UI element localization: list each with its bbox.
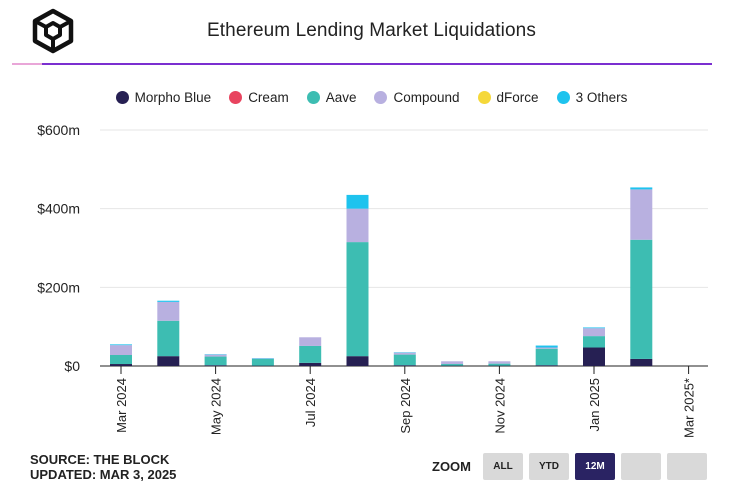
legend-label: Aave: [325, 90, 357, 105]
legend-item-aave[interactable]: Aave: [306, 90, 357, 105]
zoom-all-button[interactable]: ALL: [483, 453, 523, 480]
legend-dot-icon: [115, 91, 129, 104]
zoom-12m-button[interactable]: 12M: [575, 453, 615, 480]
zoom-label: ZOOM: [432, 459, 471, 474]
bar-segment: [346, 242, 369, 357]
y-tick-label: $600m: [37, 122, 80, 138]
x-tick-label: Mar 2025*: [682, 378, 697, 438]
x-tick-label: Sep 2024: [398, 378, 413, 434]
bar-segment: [583, 327, 605, 329]
bar-segment: [393, 365, 416, 366]
legend-label: Compound: [393, 90, 460, 105]
y-tick-label: $0: [64, 358, 80, 374]
bar-segment: [157, 320, 180, 357]
bar-segment: [346, 208, 369, 243]
chart-footer: SOURCE: THE BLOCK UPDATED: MAR 3, 2025: [30, 452, 176, 482]
chart-title: Ethereum Lending Market Liquidations: [207, 20, 536, 41]
bar-segment: [535, 365, 558, 366]
legend-item-dforce[interactable]: dForce: [477, 90, 539, 105]
bar-segment: [204, 365, 227, 366]
source-text: SOURCE: THE BLOCK: [30, 452, 170, 467]
x-tick-label: Jul 2024: [303, 378, 318, 427]
the-block-logo-icon: [32, 8, 74, 54]
bar-segment: [110, 344, 132, 346]
chart-header: Ethereum Lending Market Liquidations: [0, 0, 743, 66]
bar-segment: [204, 356, 227, 366]
bar-segment: [157, 301, 180, 321]
bar-segment: [299, 362, 322, 366]
updated-text: UPDATED: MAR 3, 2025: [30, 467, 177, 482]
bar-segment: [251, 358, 274, 366]
legend-dot-icon: [556, 91, 570, 104]
x-tick-label: Nov 2024: [492, 378, 507, 434]
bar-segment: [441, 361, 464, 365]
bar-segment: [630, 187, 653, 190]
x-tick-label: Jan 2025: [587, 378, 602, 432]
bar-segment: [583, 328, 605, 337]
bar-segment: [157, 356, 180, 366]
header-divider: [12, 63, 712, 65]
bar-segment: [110, 354, 132, 365]
legend-label: Cream: [248, 90, 289, 105]
legend-dot-icon: [229, 91, 243, 104]
bar-segment: [630, 189, 653, 240]
legend-label: 3 Others: [575, 90, 628, 105]
legend-item-morpho-blue[interactable]: Morpho Blue: [115, 90, 212, 105]
zoom-ytd-button[interactable]: YTD: [529, 453, 569, 480]
zoom-extra-button-1[interactable]: [621, 453, 661, 480]
bar-segment: [299, 337, 322, 346]
bar-segment: [535, 345, 558, 348]
x-tick-label: May 2024: [209, 378, 224, 435]
bar-segment: [535, 347, 558, 349]
legend-item-3-others[interactable]: 3 Others: [556, 90, 628, 105]
bar-segment: [630, 239, 653, 359]
zoom-controls: ZOOM ALL YTD 12M: [432, 453, 707, 480]
bar-segment: [110, 364, 132, 366]
header-divider-accent: [12, 63, 42, 65]
bar-segment: [346, 356, 369, 366]
bar-segment: [204, 354, 227, 357]
bar-segment: [157, 300, 180, 302]
bar-segment: [488, 361, 511, 364]
chart-legend: Morpho Blue Cream Aave Compound dForce 3 Othe…: [0, 90, 743, 105]
legend-item-compound[interactable]: Compound: [374, 90, 460, 105]
x-tick-label: Mar 2024: [114, 378, 129, 433]
bar-segment: [583, 336, 605, 348]
bar-segment: [393, 352, 416, 355]
bar-segment: [488, 363, 511, 366]
zoom-extra-button-2[interactable]: [667, 453, 707, 480]
legend-dot-icon: [306, 91, 320, 104]
bar-segment: [299, 345, 322, 363]
y-tick-label: $200m: [37, 279, 80, 295]
legend-item-cream[interactable]: Cream: [229, 90, 289, 105]
legend-dot-icon: [374, 91, 388, 104]
bar-segment: [441, 364, 464, 366]
bar-segment: [535, 348, 558, 366]
legend-dot-icon: [477, 91, 491, 104]
bar-segment: [110, 345, 132, 355]
legend-label: dForce: [496, 90, 539, 105]
bar-segment: [583, 347, 605, 366]
bar-segment: [393, 354, 416, 366]
bar-segment: [630, 358, 653, 366]
bar-segment: [346, 194, 369, 209]
legend-label: Morpho Blue: [134, 90, 212, 105]
y-tick-label: $400m: [37, 201, 80, 217]
